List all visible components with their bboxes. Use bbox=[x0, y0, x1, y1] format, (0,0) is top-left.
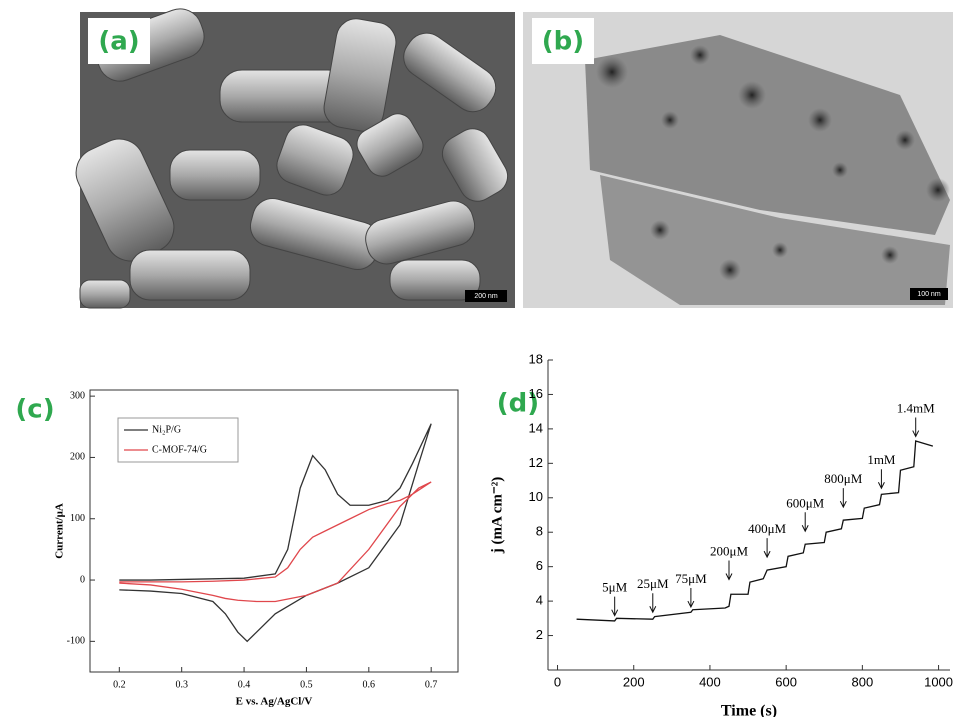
annotation: 25μM bbox=[637, 576, 669, 591]
y-tick-label: 14 bbox=[529, 420, 543, 435]
x-tick-label: 0.4 bbox=[238, 679, 251, 690]
x-tick-label: 0.7 bbox=[425, 679, 438, 690]
panel-label: (a) bbox=[98, 27, 139, 57]
y-tick-label: 16 bbox=[529, 386, 543, 401]
annotation: 400μM bbox=[748, 521, 786, 536]
legend-label: Ni₂P/G bbox=[152, 424, 181, 435]
y-tick-label: 18 bbox=[529, 351, 543, 366]
sem-image: 200 nm (a) bbox=[68, 3, 515, 308]
annotation: 75μM bbox=[675, 571, 707, 586]
y-tick-label: 200 bbox=[70, 452, 85, 463]
scale-bar-label: 200 nm bbox=[474, 293, 498, 300]
x-tick-label: 800 bbox=[852, 674, 874, 689]
x-axis-label: Time (s) bbox=[721, 703, 777, 717]
figure: 200 nm (a) 100 nm (b) (c) (d) 0.20.30.40… bbox=[0, 0, 953, 717]
panel-label: (b) bbox=[542, 27, 584, 57]
y-tick-label: 100 bbox=[70, 513, 85, 524]
x-tick-label: 1000 bbox=[924, 674, 953, 689]
x-tick-label: 0.6 bbox=[363, 679, 376, 690]
y-tick-label: 300 bbox=[70, 390, 85, 401]
y-tick-label: 8 bbox=[536, 524, 543, 539]
annotation: 1mM bbox=[867, 452, 896, 467]
y-tick-label: 0 bbox=[80, 574, 85, 585]
page: 200 nm (a) 100 nm (b) (c) (d) 0.20.30.40… bbox=[0, 0, 953, 717]
annotation-arrow bbox=[913, 418, 919, 437]
y-tick-label: -100 bbox=[67, 636, 85, 647]
annotation-arrow bbox=[840, 488, 846, 507]
annotation: 800μM bbox=[824, 471, 862, 486]
annotation-arrow bbox=[612, 597, 618, 616]
annotation: 600μM bbox=[786, 495, 824, 510]
panel-label: (c) bbox=[15, 395, 54, 425]
y-axis-label: Current/μA bbox=[54, 503, 66, 559]
annotation-arrow bbox=[764, 538, 770, 557]
annotation: 1.4mM bbox=[897, 401, 935, 416]
x-axis-label: E vs. Ag/AgCl/V bbox=[236, 696, 313, 708]
y-axis-label: j (mA cm⁻²) bbox=[489, 477, 505, 555]
x-tick-label: 0.3 bbox=[175, 679, 188, 690]
x-tick-label: 200 bbox=[623, 674, 645, 689]
x-tick-label: 600 bbox=[775, 674, 797, 689]
annotation-arrow bbox=[650, 593, 656, 612]
x-tick-label: 0 bbox=[554, 674, 561, 689]
x-tick-label: 0.2 bbox=[113, 679, 126, 690]
y-tick-label: 2 bbox=[536, 627, 543, 642]
y-tick-label: 6 bbox=[536, 558, 543, 573]
tem-image: 100 nm (b) bbox=[523, 12, 953, 308]
legend-label: C-MOF-74/G bbox=[152, 444, 207, 455]
annotation-arrow bbox=[688, 588, 694, 607]
x-tick-label: 400 bbox=[699, 674, 721, 689]
series-line bbox=[119, 482, 431, 602]
y-tick-label: 10 bbox=[529, 489, 543, 504]
scale-bar-label: 100 nm bbox=[917, 291, 941, 298]
annotation-arrow bbox=[726, 561, 732, 580]
annotation: 200μM bbox=[710, 543, 748, 558]
annotation: 5μM bbox=[602, 580, 627, 595]
y-tick-label: 12 bbox=[529, 455, 543, 470]
y-tick-label: 4 bbox=[536, 593, 543, 608]
x-tick-label: 0.5 bbox=[300, 679, 313, 690]
annotation-arrow bbox=[878, 469, 884, 488]
annotation-arrow bbox=[802, 512, 808, 531]
